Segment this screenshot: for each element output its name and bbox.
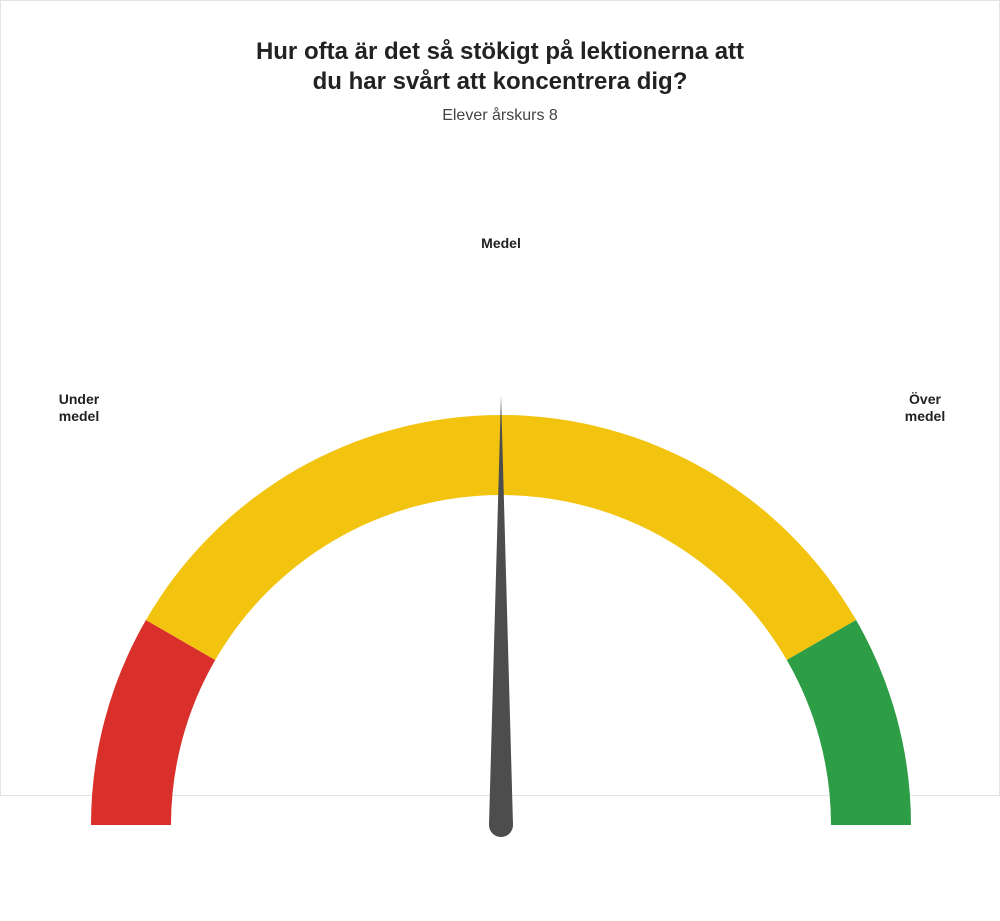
chart-title-line1: Hur ofta är det så stökigt på lektionern… (256, 38, 744, 65)
gauge-segment-over-medel (787, 620, 911, 825)
gauge-label-medel: Medel (471, 235, 531, 252)
gauge-segment-under-medel (91, 620, 215, 825)
chart-subtitle: Elever årskurs 8 (1, 107, 999, 125)
gauge-label-over-medel: Över medel (895, 391, 955, 425)
chart-title: Hur ofta är det så stökigt på lektionern… (1, 37, 999, 97)
chart-title-line2: du har svårt att koncentrera dig? (313, 68, 688, 95)
chart-frame: Hur ofta är det så stökigt på lektionern… (0, 0, 1000, 796)
gauge-hub (489, 813, 513, 837)
gauge-label-under-medel: Under medel (49, 391, 109, 425)
